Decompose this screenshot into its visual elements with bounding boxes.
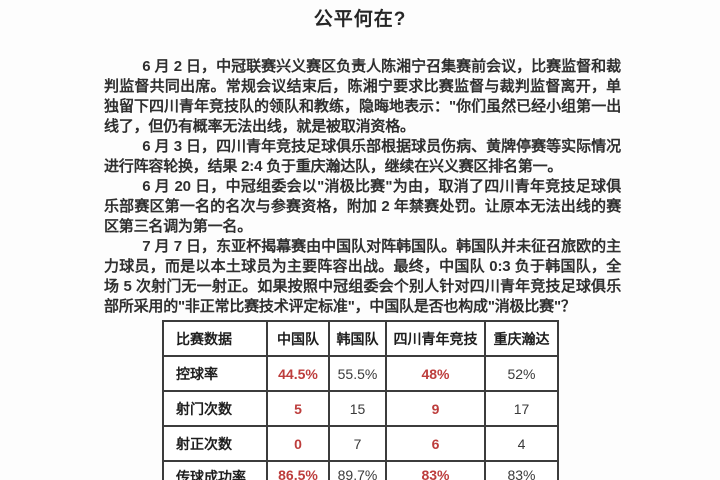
stat-value: 0: [266, 425, 330, 462]
header-team-china: 中国队: [266, 320, 330, 357]
paragraph-july-7: 7 月 7 日，东亚杯揭幕赛由中国队对阵韩国队。韩国队并未征召旅欧的主力球员，而…: [104, 238, 621, 315]
row-label-pass-accuracy: 传球成功率: [162, 460, 268, 480]
page-title: 公平何在?: [313, 9, 407, 30]
header-team-korea: 韩国队: [328, 320, 387, 357]
stat-value: 44.5%: [266, 355, 330, 392]
stats-row-possession: 控球率 44.5% 55.5% 48% 52%: [162, 355, 559, 392]
paragraph-june-3: 6 月 3 日，四川青年竞技足球俱乐部根据球员伤病、黄牌停赛等实际情况进行阵容轮…: [104, 138, 621, 175]
stat-value: 48%: [385, 355, 486, 392]
article-body: 6 月 2 日，中冠联赛兴义赛区负责人陈湘宁召集赛前会议，比赛监督和裁判监督共同…: [104, 57, 621, 317]
stat-value: 7: [328, 425, 387, 462]
row-label-shots-on-target: 射正次数: [162, 425, 268, 462]
stat-value: 4: [484, 425, 559, 462]
stat-value: 52%: [484, 355, 559, 392]
stat-value: 86.5%: [266, 460, 330, 480]
paragraph-june-2: 6 月 2 日，中冠联赛兴义赛区负责人陈湘宁召集赛前会议，比赛监督和裁判监督共同…: [104, 58, 621, 135]
stats-row-shots: 射门次数 5 15 9 17: [162, 390, 559, 427]
stats-row-shots-on-target: 射正次数 0 7 6 4: [162, 425, 559, 462]
stats-row-pass-accuracy: 传球成功率 86.5% 89.7% 83% 83%: [162, 460, 559, 480]
stat-value: 83%: [385, 460, 486, 480]
stat-value: 89.7%: [328, 460, 387, 480]
row-label-shots: 射门次数: [162, 390, 268, 427]
stat-value: 15: [328, 390, 387, 427]
paragraph-june-20: 6 月 20 日，中冠组委会以"消极比赛"为由，取消了四川青年竞技足球俱乐部赛区…: [104, 178, 621, 235]
stats-header-row: 比赛数据 中国队 韩国队 四川青年竞技 重庆瀚达: [162, 320, 559, 357]
header-team-sichuan: 四川青年竞技: [385, 320, 486, 357]
stat-value: 17: [484, 390, 559, 427]
stat-value: 9: [385, 390, 486, 427]
header-team-chongqing: 重庆瀚达: [484, 320, 559, 357]
stat-value: 83%: [484, 460, 559, 480]
match-stats-table: 比赛数据 中国队 韩国队 四川青年竞技 重庆瀚达 控球率 44.5% 55.5%…: [162, 320, 559, 480]
row-label-possession: 控球率: [162, 355, 268, 392]
header-metric: 比赛数据: [162, 320, 268, 357]
stat-value: 6: [385, 425, 486, 462]
stat-value: 5: [266, 390, 330, 427]
stat-value: 55.5%: [328, 355, 387, 392]
